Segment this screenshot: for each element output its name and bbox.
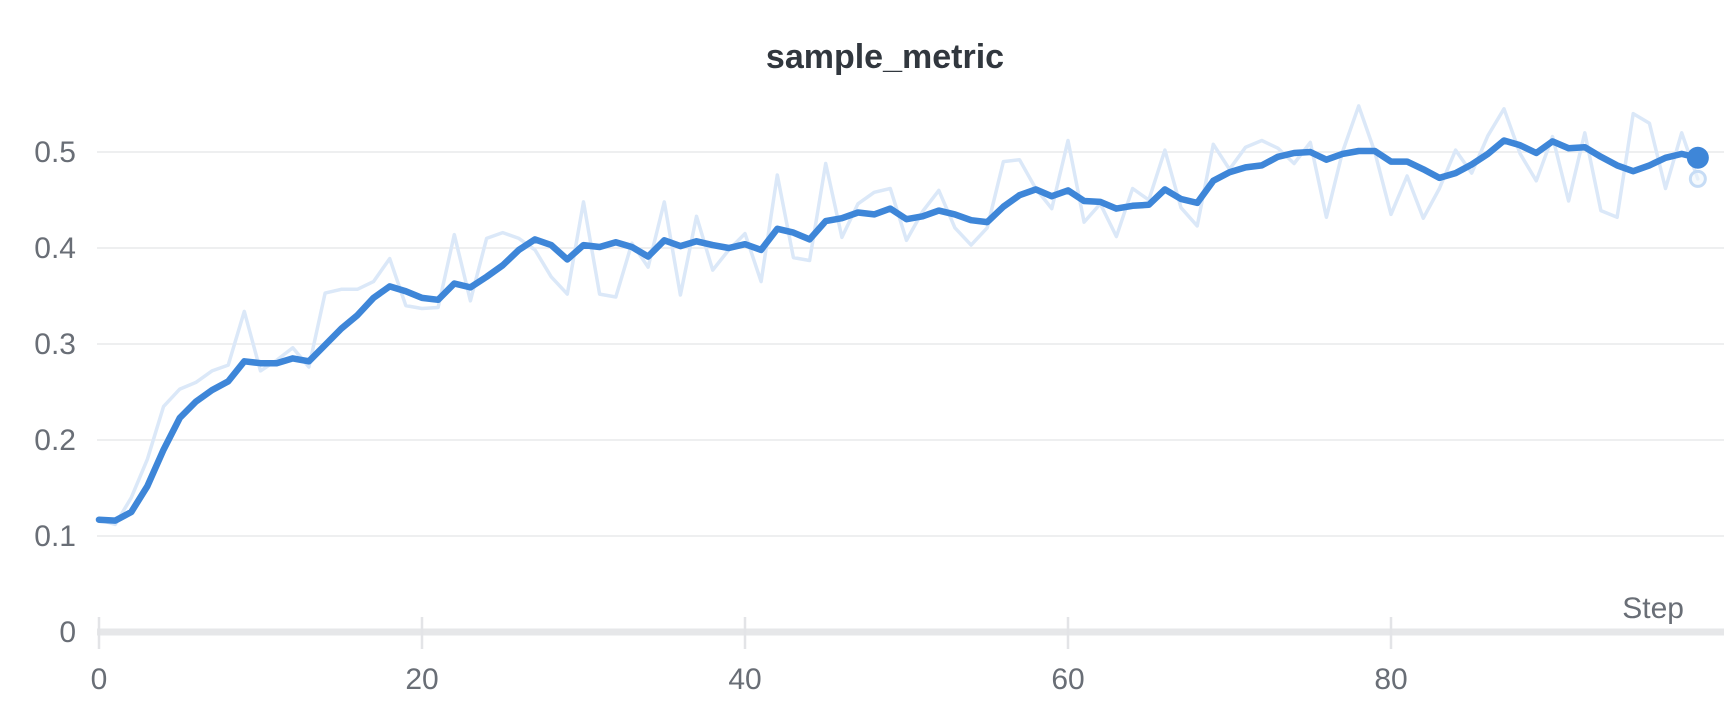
smoothed-end-dot	[1686, 146, 1709, 169]
label-layer: 0 20 40 60 80 0 0.1 0.2 0.3 0.4 0.5	[34, 136, 1407, 696]
x-tick-label-0: 0	[91, 663, 108, 696]
y-tick-label-0: 0	[59, 616, 76, 649]
series-layer	[95, 104, 1709, 527]
y-tick-label-0.2: 0.2	[34, 424, 76, 457]
y-tick-label-0.4: 0.4	[34, 232, 76, 265]
x-tick-label-60: 60	[1051, 663, 1084, 696]
grid-layer	[97, 151, 1724, 537]
y-tick-label-0.3: 0.3	[34, 328, 76, 361]
raw-end-dot	[1688, 169, 1707, 188]
axis-layer	[97, 617, 1724, 649]
x-axis-bar	[97, 628, 1724, 636]
smoothed-series-line	[95, 137, 1702, 524]
chart-title: sample_metric	[766, 38, 1004, 76]
x-axis-label: Step	[1622, 592, 1684, 625]
x-tick-label-40: 40	[728, 663, 761, 696]
y-tick-label-0.5: 0.5	[34, 136, 76, 169]
y-tick-label-0.1: 0.1	[34, 520, 76, 553]
x-tick-label-20: 20	[405, 663, 438, 696]
x-tick-label-80: 80	[1374, 663, 1407, 696]
